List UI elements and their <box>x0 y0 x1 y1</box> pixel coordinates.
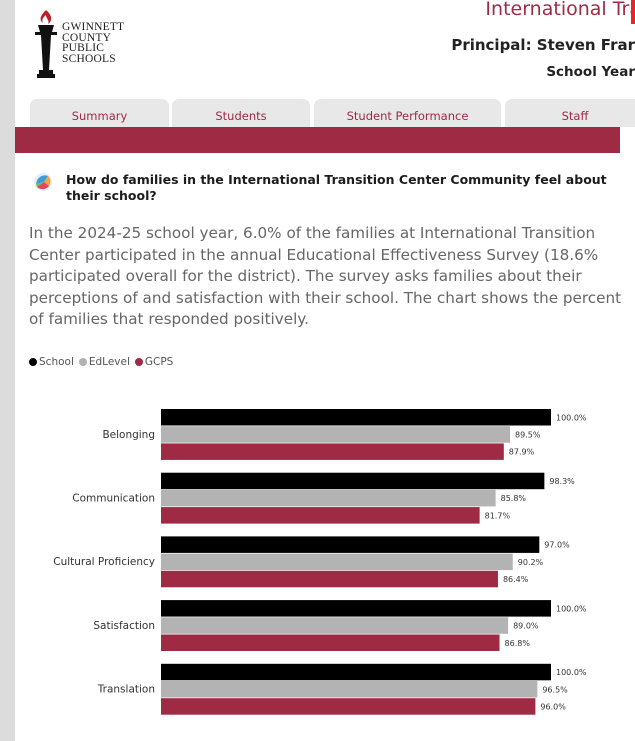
tab-strip: Summary Students Student Performance Sta… <box>15 99 635 127</box>
data-label-edlevel: 89.0% <box>513 622 539 631</box>
legend-dot-edlevel <box>78 358 87 366</box>
data-label-school: 100.0% <box>556 668 587 677</box>
data-label-school: 100.0% <box>556 413 587 422</box>
category-label: Satisfaction <box>93 620 155 632</box>
bar-school[interactable] <box>161 536 540 553</box>
legend-label-gcps: GCPS <box>144 356 174 368</box>
bar-gcps[interactable] <box>161 570 498 588</box>
legend-dot-school <box>29 358 37 366</box>
bar-edlevel[interactable] <box>161 681 538 698</box>
bar-chart: Belonging 100.0% 89.5% 87.9% Communication 98… <box>53 409 587 715</box>
data-label-gcps: 87.9% <box>509 448 535 457</box>
bar-edlevel[interactable] <box>161 489 496 507</box>
left-gutter <box>0 0 15 741</box>
category-label: Belonging <box>102 429 155 441</box>
data-label-school: 97.0% <box>544 541 570 550</box>
logo-line-county: COUNTY <box>62 31 112 44</box>
bar-school[interactable] <box>161 663 551 681</box>
red-edge-mark <box>631 0 635 24</box>
tab-content-bar <box>15 127 620 153</box>
school-name: International Tra <box>485 0 635 20</box>
school-year-label: School Year <box>546 64 635 80</box>
data-label-school: 98.3% <box>549 477 575 486</box>
data-label-gcps: 96.0% <box>540 702 566 711</box>
legend-item-edlevel[interactable]: EdLevel <box>78 356 130 368</box>
tab-students[interactable]: Students <box>172 99 310 127</box>
legend-dot-gcps <box>134 358 143 366</box>
tab-students-label: Students <box>215 109 267 123</box>
data-label-edlevel: 90.2% <box>518 558 544 567</box>
logo-line-public: PUBLIC <box>62 42 105 54</box>
data-label-edlevel: 85.8% <box>501 494 527 503</box>
section-question: How do families in the International Tra… <box>66 172 607 203</box>
bar-school[interactable] <box>161 600 551 617</box>
bar-edlevel[interactable] <box>161 426 511 443</box>
principal-name: Principal: Steven Frar <box>451 36 635 54</box>
tab-summary-label: Summary <box>71 109 128 123</box>
legend-label-school: School <box>39 356 74 368</box>
data-label-gcps: 86.4% <box>503 575 529 584</box>
data-label-edlevel: 89.5% <box>515 430 541 439</box>
bar-gcps[interactable] <box>161 443 504 460</box>
logo-text: GWINNETT COUNTY PUBLIC SCHOOLS <box>62 22 124 64</box>
data-label-school: 100.0% <box>556 604 587 613</box>
data-label-gcps: 86.8% <box>505 639 531 648</box>
legend-item-gcps[interactable]: GCPS <box>134 356 174 368</box>
chart-legend: School EdLevel GCPS <box>29 356 178 368</box>
bar-gcps[interactable] <box>161 507 480 524</box>
bar-edlevel[interactable] <box>161 553 513 571</box>
survey-icon <box>34 173 52 191</box>
bar-school[interactable] <box>161 472 545 490</box>
legend-label-edlevel: EdLevel <box>88 356 130 368</box>
category-label: Cultural Proficiency <box>53 556 155 568</box>
bar-edlevel[interactable] <box>161 617 509 634</box>
data-label-edlevel: 96.5% <box>542 685 568 694</box>
category-label: Translation <box>97 684 155 696</box>
data-label-gcps: 81.7% <box>485 511 511 520</box>
tab-student-performance-label: Student Performance <box>346 109 469 123</box>
legend-item-school[interactable]: School <box>29 356 74 368</box>
tab-staff[interactable]: Staff <box>505 99 635 127</box>
logo-line-gwinnett: GWINNETT <box>62 21 125 33</box>
bar-school[interactable] <box>161 409 551 426</box>
torch-icon <box>35 10 57 78</box>
tab-student-performance[interactable]: Student Performance <box>314 99 501 127</box>
bar-gcps[interactable] <box>161 698 536 715</box>
logo-line-schools: SCHOOLS <box>62 52 116 65</box>
category-label: Communication <box>72 492 155 504</box>
section-description: In the 2024-25 school year, 6.0% of the … <box>29 224 622 328</box>
tab-staff-label: Staff <box>561 109 589 123</box>
gcps-logo: GWINNETT COUNTY PUBLIC SCHOOLS <box>33 8 143 82</box>
tab-summary[interactable]: Summary <box>30 99 169 127</box>
bar-gcps[interactable] <box>161 634 500 652</box>
